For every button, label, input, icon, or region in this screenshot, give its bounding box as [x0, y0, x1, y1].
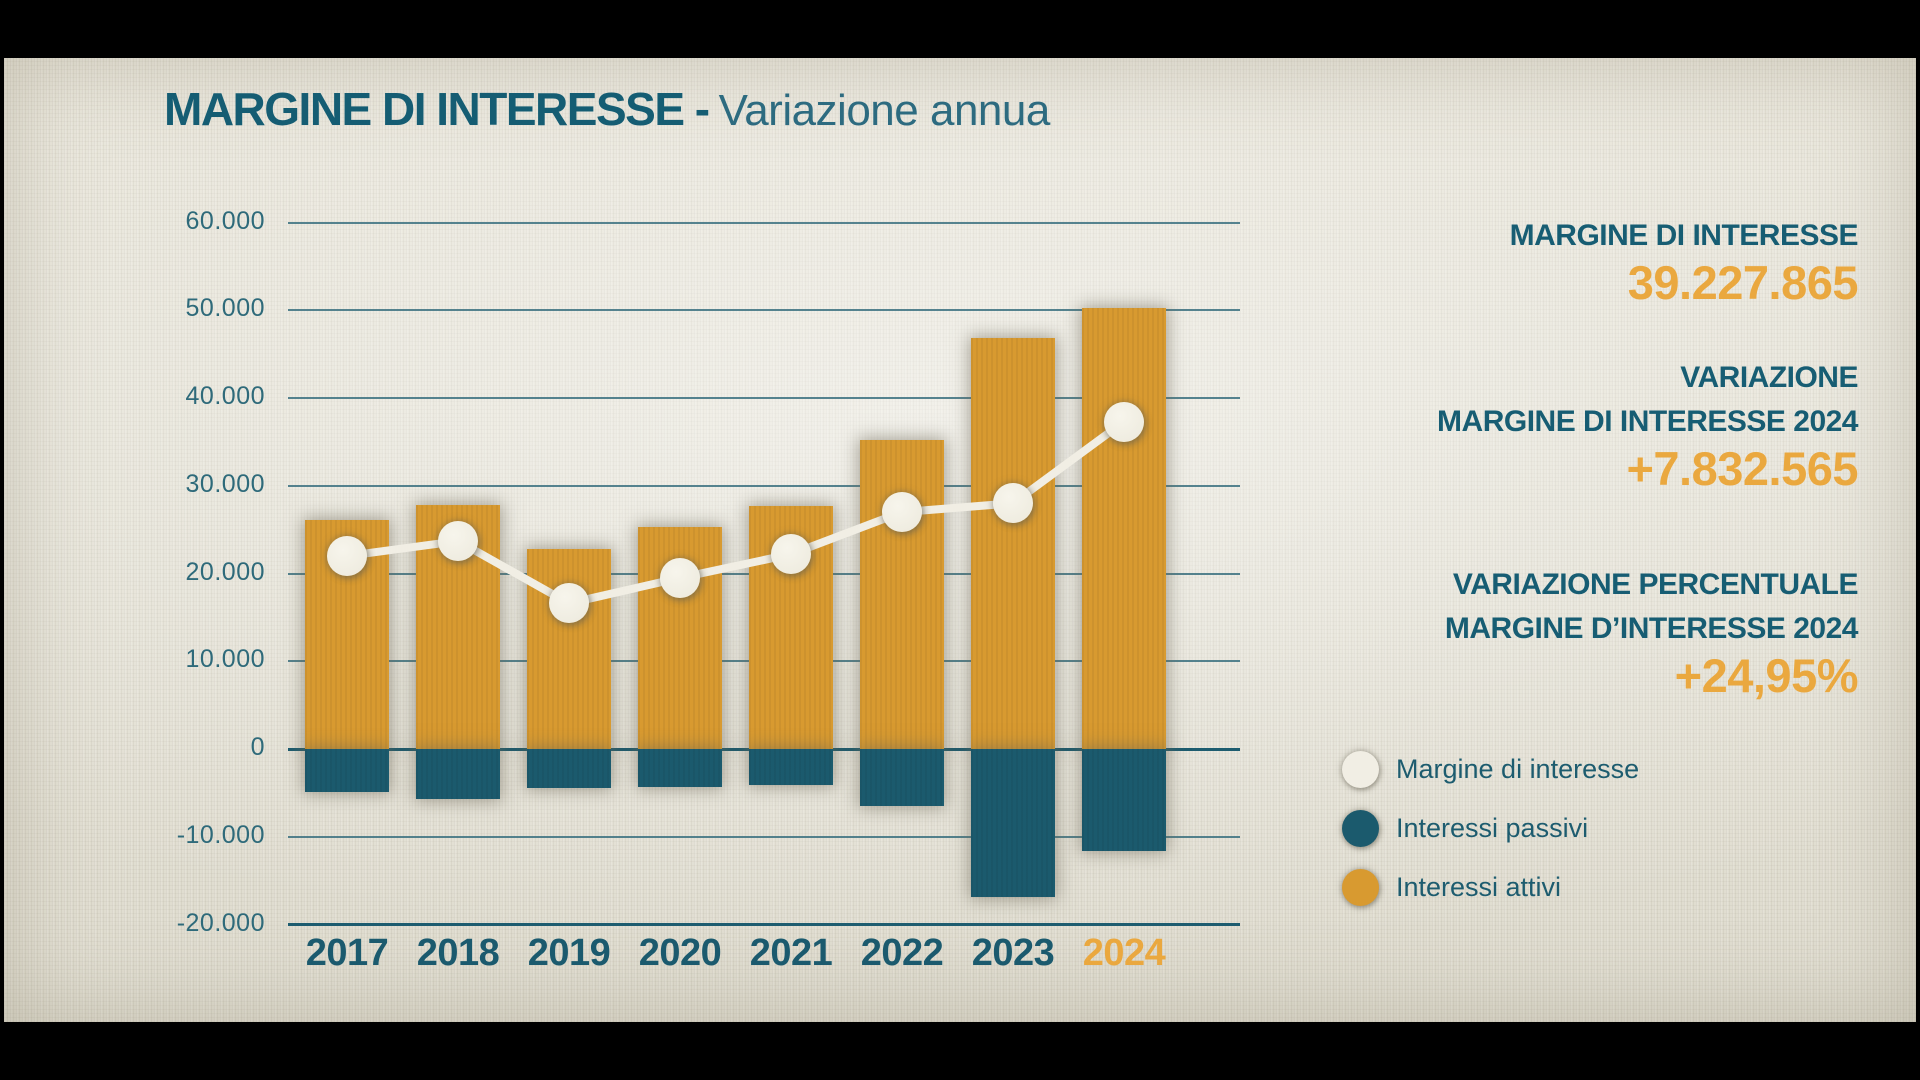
bar-interessi-passivi	[638, 749, 722, 787]
bar-interessi-passivi	[749, 749, 833, 785]
y-tick-label: 60.000	[185, 206, 265, 235]
stat-value: +24,95%	[1674, 649, 1859, 702]
grid-line	[288, 835, 1240, 838]
margine-dot	[327, 535, 367, 576]
year-label: 2017	[305, 932, 389, 974]
margine-dot	[882, 492, 922, 533]
margine-dot	[660, 557, 700, 598]
legend: Margine di interesse Interessi passivi I…	[1342, 750, 1639, 927]
teal-circle-icon	[1342, 809, 1379, 847]
stat-margine-di-interesse: MARGINE DI INTERESSE 39.227.865	[1509, 214, 1859, 309]
stat-label: VARIAZIONE PERCENTUALE	[1452, 568, 1859, 601]
y-tick-label: -20.000	[176, 908, 265, 937]
y-tick-label: 40.000	[185, 382, 265, 410]
legend-label: Margine di interesse	[1396, 753, 1640, 784]
bar-interessi-attivi	[527, 548, 611, 749]
legend-label: Interessi attivi	[1396, 871, 1562, 902]
year-label: 2023	[971, 932, 1055, 974]
year-label: 2018	[416, 932, 500, 974]
grid-line	[288, 397, 1240, 399]
year-label: 2022	[860, 932, 944, 974]
bar-interessi-attivi	[1082, 307, 1166, 749]
bar-interessi-passivi	[527, 749, 611, 788]
year-label: 2020	[638, 932, 722, 974]
y-tick-label: 20.000	[185, 557, 265, 586]
y-tick-label: 10.000	[185, 645, 265, 674]
stat-variazione-percentuale: VARIAZIONE PERCENTUALE MARGINE D’INTERES…	[1444, 563, 1859, 702]
stat-variazione-margine: VARIAZIONE MARGINE DI INTERESSE 2024 +7.…	[1437, 356, 1858, 494]
bar-interessi-attivi	[971, 338, 1055, 749]
bar-interessi-passivi	[416, 749, 500, 800]
stat-label: MARGINE D’INTERESSE 2024	[1444, 612, 1859, 645]
year-label: 2024	[1082, 932, 1166, 974]
stat-value: 39.227.865	[1627, 256, 1859, 309]
bar-interessi-attivi	[860, 440, 944, 749]
stat-value: +7.832.565	[1626, 442, 1858, 495]
y-tick-label: -10.000	[176, 820, 265, 849]
grid-line	[288, 221, 1240, 224]
grid-line	[288, 923, 1240, 926]
bar-interessi-passivi	[971, 749, 1055, 898]
bar-interessi-passivi	[860, 749, 944, 807]
margine-dot	[549, 583, 589, 624]
legend-item-interessi-attivi: Interessi attivi	[1342, 868, 1639, 906]
legend-item-margine-di-interesse: Margine di interesse	[1342, 750, 1639, 788]
margine-dot	[1104, 401, 1144, 442]
margine-dot	[993, 483, 1033, 524]
y-tick-label: 30.000	[185, 469, 265, 498]
bar-interessi-passivi	[305, 749, 389, 792]
y-tick-label: 50.000	[185, 294, 265, 323]
orange-circle-icon	[1342, 868, 1379, 906]
legend-item-interessi-passivi: Interessi passivi	[1342, 809, 1639, 847]
bar-interessi-passivi	[1082, 749, 1166, 851]
title-main: MARGINE DI INTERESSE -	[164, 83, 710, 135]
page-title: MARGINE DI INTERESSE - Variazione annua	[164, 82, 1050, 136]
y-tick-label: 0	[250, 733, 265, 761]
grid-line	[288, 309, 1240, 312]
stat-label: MARGINE DI INTERESSE 2024	[1437, 405, 1858, 438]
year-label: 2019	[527, 932, 611, 974]
legend-label: Interessi passivi	[1396, 812, 1589, 843]
white-circle-icon	[1342, 750, 1379, 788]
stat-label: MARGINE DI INTERESSE	[1509, 219, 1859, 252]
margine-dot	[771, 534, 811, 575]
title-subtitle: Variazione annua	[718, 86, 1051, 135]
margine-dot	[438, 521, 478, 562]
stat-label: VARIAZIONE	[1680, 361, 1858, 394]
year-label: 2021	[749, 932, 833, 974]
